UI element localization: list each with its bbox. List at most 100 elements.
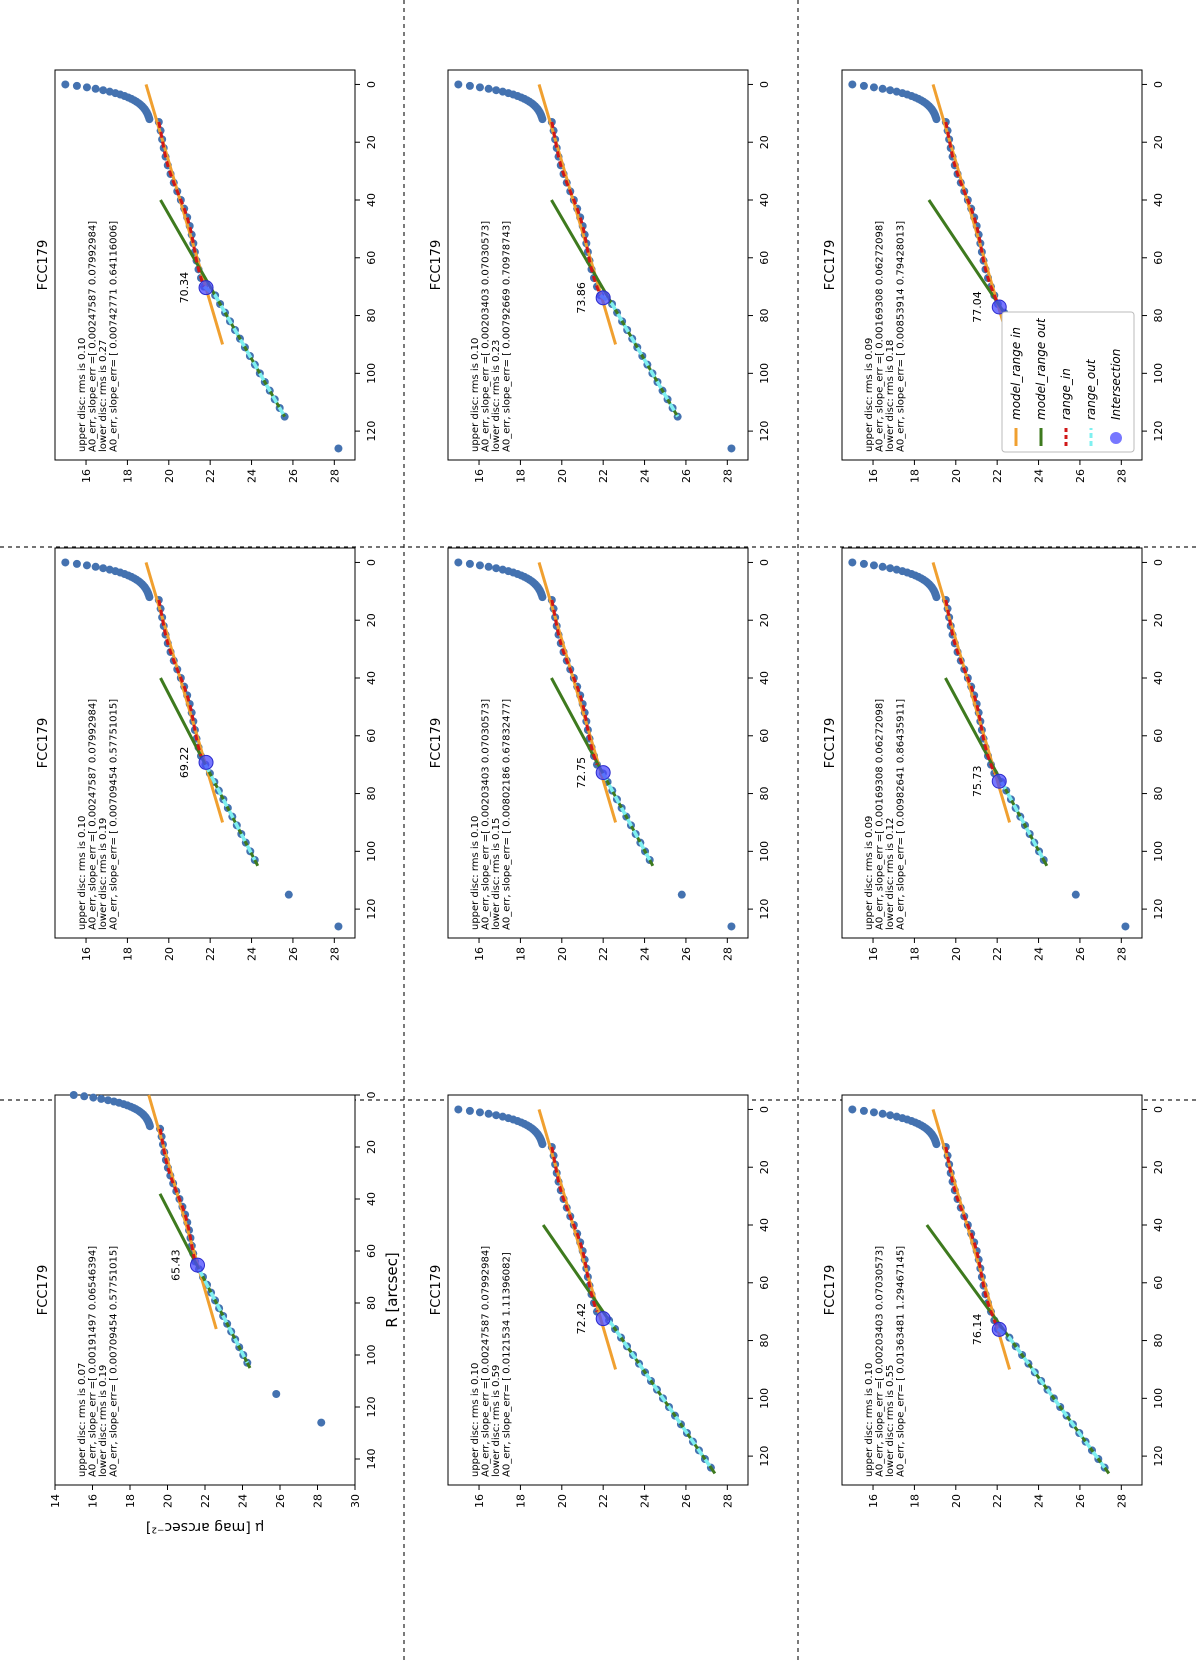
- mu-tick-label: 24: [1033, 947, 1046, 961]
- intersection-marker: [991, 773, 1007, 789]
- r-tick-label: 120: [1152, 1446, 1165, 1467]
- data-point: [859, 1106, 868, 1115]
- data-point: [475, 1108, 484, 1117]
- data-point: [465, 559, 474, 568]
- legend-box: [1001, 311, 1135, 453]
- legend-model-out-label: model_range out: [1034, 317, 1048, 420]
- range-out-line: [599, 293, 680, 418]
- mu-tick-label: 24: [639, 469, 652, 483]
- mu-tick-label: 16: [867, 469, 880, 483]
- mu-tick-label: 20: [950, 469, 963, 483]
- mu-tick-label: 26: [1074, 469, 1087, 483]
- data-point: [859, 559, 868, 568]
- plot-frame: [841, 1094, 1143, 1486]
- mu-tick-label: 26: [1074, 1494, 1087, 1508]
- info-line: upper disc: rms is 0.09: [864, 816, 875, 930]
- data-point: [475, 83, 484, 92]
- plot-frame: [447, 1094, 749, 1486]
- plot-frame: [841, 547, 1143, 939]
- data-point: [284, 890, 293, 899]
- info-line: A0_err, slope_err= [ 0.00802186 0.678324…: [502, 699, 513, 930]
- r-tick-label: 80: [365, 787, 378, 801]
- intersection-marker: [595, 1311, 611, 1327]
- info-line: lower disc: rms is 0.55: [885, 1365, 896, 1477]
- r-tick-label: 0: [758, 559, 771, 566]
- r-tick-label: 0: [1152, 1106, 1165, 1113]
- r-tick-label: 120: [758, 1446, 771, 1467]
- r-tick-label: 20: [1152, 613, 1165, 627]
- info-line: lower disc: rms is 0.23: [491, 340, 502, 452]
- mu-tick-label: 28: [328, 947, 341, 961]
- mu-tick-label: 28: [721, 469, 734, 483]
- data-point: [99, 564, 108, 573]
- range-out-line: [601, 772, 652, 861]
- intersection-label: 72.75: [575, 757, 588, 789]
- data-point: [932, 593, 941, 602]
- r-tick-label: 100: [1152, 841, 1165, 862]
- data-point: [334, 444, 343, 453]
- r-tick-label: 100: [365, 841, 378, 862]
- mu-tick-label: 18: [121, 947, 134, 961]
- info-line: A0_err, slope_err =[ 0.00203403 0.070305…: [875, 1246, 886, 1477]
- r-tick-label: 60: [365, 1244, 378, 1258]
- info-line: upper disc: rms is 0.07: [77, 1363, 88, 1477]
- mu-tick-label: 20: [556, 947, 569, 961]
- r-tick-label: 120: [758, 899, 771, 920]
- data-point: [848, 80, 857, 89]
- mu-tick-label: 20: [556, 1494, 569, 1508]
- panel-6: 16 18 20 22 24 26 28 0 20 40 60 80 100 120 FCC179 73.86…: [429, 69, 771, 483]
- mu-tick-label: 18: [121, 469, 134, 483]
- info-line: A0_err, slope_err =[ 0.00247587 0.079929…: [88, 699, 99, 930]
- r-tick-label: 60: [1152, 1276, 1165, 1290]
- info-line: A0_err, slope_err =[ 0.00203403 0.070305…: [481, 221, 492, 452]
- mu-tick-label: 26: [680, 947, 693, 961]
- r-tick-label: 120: [365, 421, 378, 442]
- info-line: upper disc: rms is 0.10: [470, 338, 481, 452]
- data-point: [484, 1109, 493, 1118]
- r-tick-label: 20: [365, 1140, 378, 1154]
- r-tick-label: 40: [758, 671, 771, 685]
- mu-tick-label: 30: [349, 1494, 362, 1508]
- mu-tick-label: 26: [680, 1494, 693, 1508]
- data-point: [272, 1390, 281, 1398]
- r-tick-label: 60: [758, 1276, 771, 1290]
- data-point: [859, 81, 868, 90]
- info-line: A0_err, slope_err= [ 0.00982641 0.864359…: [896, 699, 907, 930]
- legend-range-out-label: range_out: [1084, 358, 1098, 420]
- info-line: A0_err, slope_err =[ 0.00247587 0.079929…: [88, 221, 99, 452]
- x-axis-label: R [arcsec]: [383, 1252, 401, 1327]
- panel-title: FCC179: [36, 240, 51, 290]
- panel-title: FCC179: [429, 240, 444, 290]
- r-tick-label: 60: [1152, 729, 1165, 743]
- intersection-label: 75.73: [971, 765, 984, 797]
- info-line: upper disc: rms is 0.10: [77, 816, 88, 930]
- info-line: upper disc: rms is 0.10: [864, 1363, 875, 1477]
- panel-title: FCC179: [36, 718, 51, 768]
- data-point: [932, 1140, 941, 1149]
- info-line: A0_err, slope_err= [ 0.01363481 1.294671…: [896, 1246, 907, 1477]
- range-out-line: [996, 1327, 1107, 1469]
- mu-tick-label: 18: [514, 1494, 527, 1508]
- r-tick-label: 100: [365, 363, 378, 384]
- info-line: lower disc: rms is 0.18: [885, 340, 896, 452]
- range-in-line: [157, 121, 206, 288]
- r-tick-label: 20: [1152, 135, 1165, 149]
- info-line: lower disc: rms is 0.12: [885, 818, 896, 930]
- intersection-label: 69.22: [178, 747, 191, 779]
- data-point: [72, 559, 81, 568]
- info-line: A0_err, slope_err= [ 0.00742771 0.641160…: [109, 221, 120, 452]
- r-tick-label: 100: [1152, 1388, 1165, 1409]
- r-tick-label: 140: [365, 1449, 378, 1470]
- data-point: [886, 86, 895, 95]
- data-point: [317, 1418, 326, 1427]
- info-line: upper disc: rms is 0.10: [77, 338, 88, 452]
- mu-tick-label: 16: [867, 1494, 880, 1508]
- range-out-line: [607, 1319, 713, 1469]
- data-point: [72, 81, 81, 90]
- range-in-line: [550, 121, 602, 296]
- range-out-line: [1000, 781, 1046, 861]
- r-tick-label: 60: [1152, 251, 1165, 265]
- info-line: lower disc: rms is 0.19: [98, 818, 109, 930]
- data-point: [869, 83, 878, 92]
